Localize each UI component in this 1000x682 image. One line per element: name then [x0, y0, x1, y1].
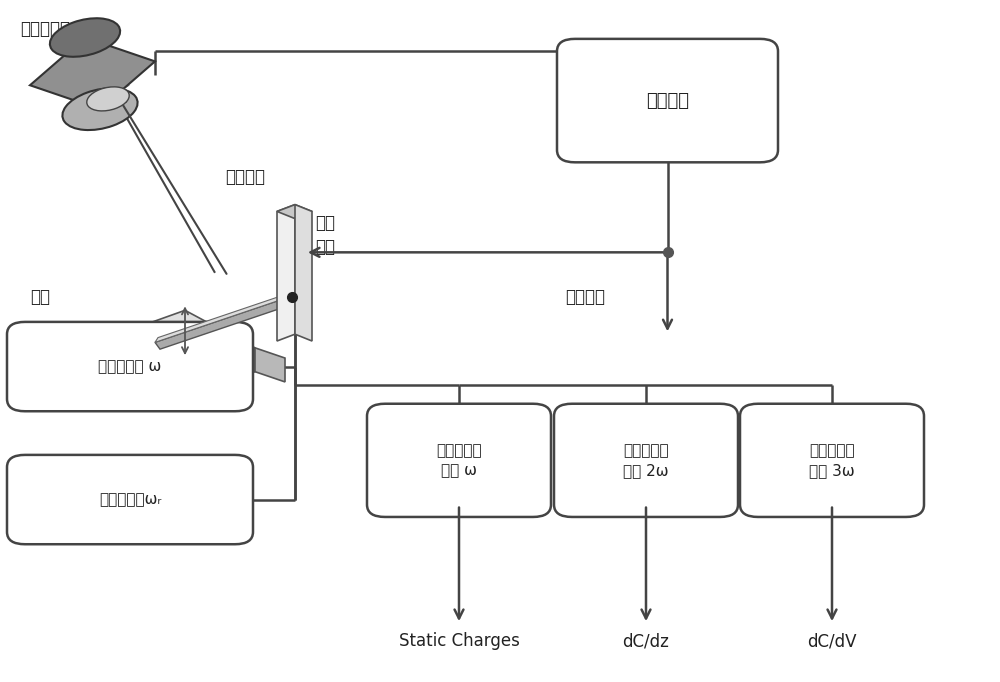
Text: 光电探测器: 光电探测器 [20, 20, 70, 38]
Polygon shape [155, 292, 293, 342]
Text: 锁相放大器
锁频 ω: 锁相放大器 锁频 ω [436, 443, 482, 478]
Polygon shape [255, 348, 285, 382]
Text: 压电
陶瓷: 压电 陶瓷 [315, 215, 335, 256]
Text: dC/dV: dC/dV [807, 632, 857, 650]
Polygon shape [277, 205, 295, 341]
Ellipse shape [87, 87, 129, 111]
Text: 激光光束: 激光光束 [225, 168, 265, 186]
Ellipse shape [50, 18, 120, 57]
Text: dC/dz: dC/dz [623, 632, 669, 650]
Polygon shape [277, 205, 312, 218]
Text: 锁相放大器
锁频 2ω: 锁相放大器 锁频 2ω [623, 443, 669, 478]
FancyBboxPatch shape [367, 404, 551, 517]
Polygon shape [30, 38, 155, 109]
Text: 反馈回路: 反馈回路 [646, 91, 689, 110]
FancyBboxPatch shape [7, 322, 253, 411]
Polygon shape [295, 205, 312, 341]
FancyBboxPatch shape [7, 455, 253, 544]
FancyBboxPatch shape [557, 39, 778, 162]
Text: 锁相放大器
锁频 3ω: 锁相放大器 锁频 3ω [809, 443, 855, 478]
Ellipse shape [62, 88, 138, 130]
Polygon shape [80, 310, 255, 385]
Text: 信号发生器ωᵣ: 信号发生器ωᵣ [99, 492, 161, 507]
Text: 形貌测量: 形貌测量 [565, 288, 605, 306]
FancyBboxPatch shape [740, 404, 924, 517]
Polygon shape [150, 348, 255, 409]
Text: 信号发生器 ω: 信号发生器 ω [98, 359, 162, 374]
Text: Static Charges: Static Charges [399, 632, 519, 650]
Text: 样品: 样品 [30, 288, 50, 306]
Polygon shape [155, 297, 295, 349]
FancyBboxPatch shape [554, 404, 738, 517]
